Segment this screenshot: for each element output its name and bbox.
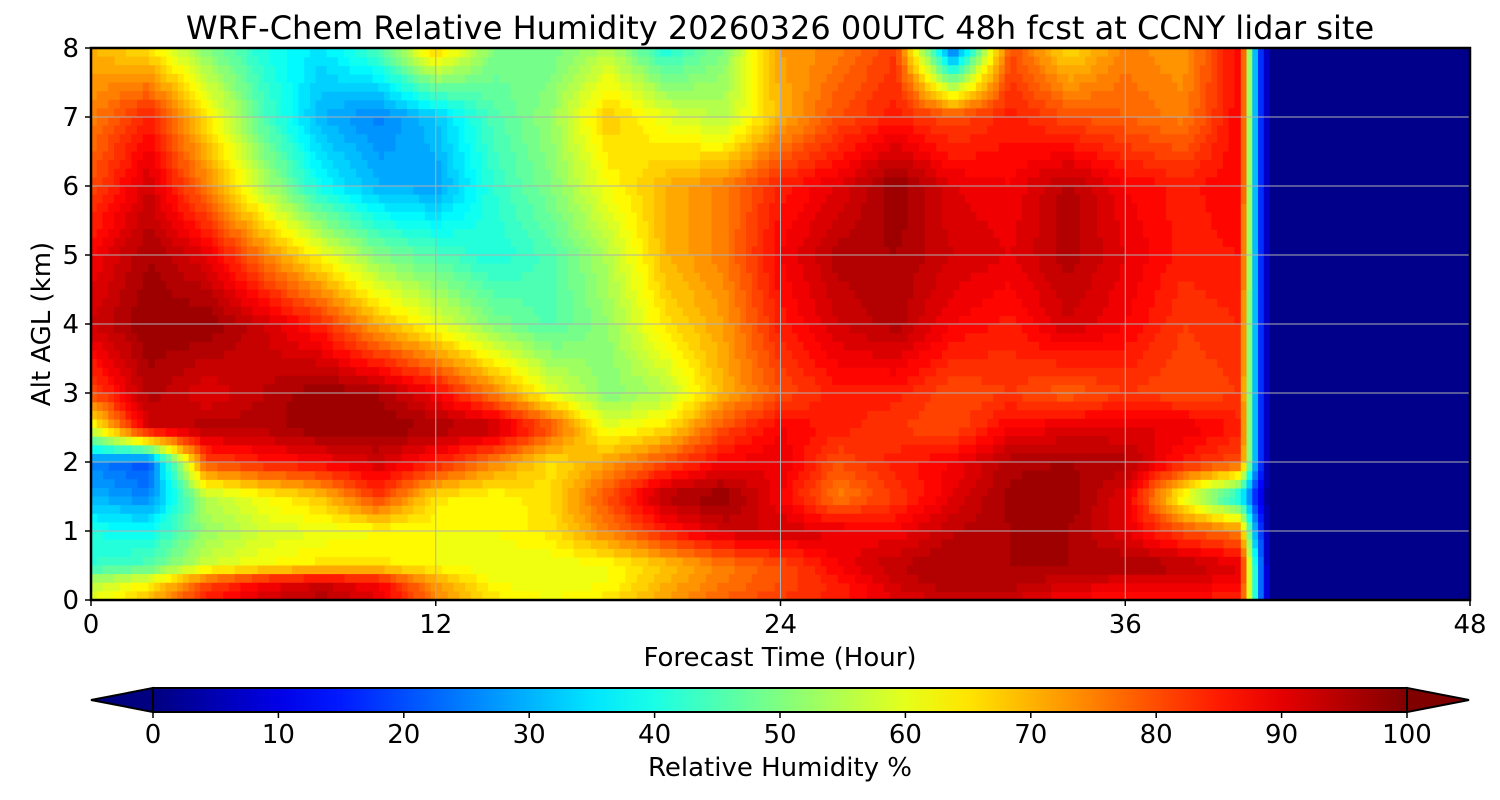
colorbar-tick-label: 40 [638,720,671,750]
y-tick-label: 4 [62,310,79,340]
colorbar-tick-label: 30 [513,720,546,750]
y-axis: 0 1 2 3 4 5 6 7 8 [62,34,91,616]
heatmap-level-30 [96,48,1247,600]
y-tick-label: 3 [62,379,79,409]
colorbar-tick-label: 80 [1140,720,1173,750]
colorbar-gradient [153,688,1407,712]
x-tick-label: 36 [1109,610,1142,640]
heatmap-level-45 [91,142,1236,600]
heatmap-level-47 [113,168,1167,600]
y-tick-label: 2 [62,448,79,478]
colorbar-tick-label: 0 [145,720,162,750]
heatmap-level-26 [91,48,1253,584]
y-tick-label: 1 [62,517,79,547]
colorbar-tick-label: 90 [1265,720,1298,750]
x-tick-label: 0 [83,610,100,640]
colorbar-label: Relative Humidity % [648,753,912,783]
colorbar-tick-label: 10 [262,720,295,750]
x-tick-label: 24 [764,610,797,640]
heatmap-level-7 [1257,470,1264,523]
heatmap-level-5 [1257,487,1264,506]
colorbar-tick-label: 100 [1382,720,1432,750]
y-tick-label: 7 [62,103,79,133]
y-tick-label: 8 [62,34,79,64]
y-axis-label: Alt AGL (km) [27,242,57,406]
heatmap-level-27 [113,48,1253,584]
heatmap-level-44 [91,134,1241,600]
colorbar-extend-low [90,686,154,714]
heatmap-level-2 [1263,462,1270,532]
y-tick-label: 5 [62,241,79,271]
x-axis: 0 12 24 36 48 [83,600,1487,640]
colorbar-tick-label: 20 [387,720,420,750]
heatmap-level-46 [91,160,1207,600]
heatmap-level-4 [1263,565,1270,600]
x-tick-label: 48 [1453,610,1486,640]
x-tick-label: 12 [419,610,452,640]
heatmap-level-6 [1257,479,1264,515]
y-tick-label: 6 [62,172,79,202]
colorbar-ticks: 0 10 20 30 40 50 60 70 80 90 100 [145,712,1432,750]
y-tick-label: 0 [62,586,79,616]
colorbar-tick-label: 50 [763,720,796,750]
heatmap-level-1 [1263,487,1270,506]
chart-title: WRF-Chem Relative Humidity 20260326 00UT… [186,9,1374,47]
heatmap-level-38 [91,48,1247,600]
heatmap-level-3 [1263,48,1270,567]
colorbar-tick-label: 60 [889,720,922,750]
colorbar-extend-high [1406,686,1470,714]
x-axis-label: Forecast Time (Hour) [643,643,916,673]
colorbar-tick-label: 70 [1014,720,1047,750]
colorbar: 0 10 20 30 40 50 60 70 80 90 100 Relative Humidity… [90,686,1470,783]
heatmap-level-9 [1257,531,1264,541]
